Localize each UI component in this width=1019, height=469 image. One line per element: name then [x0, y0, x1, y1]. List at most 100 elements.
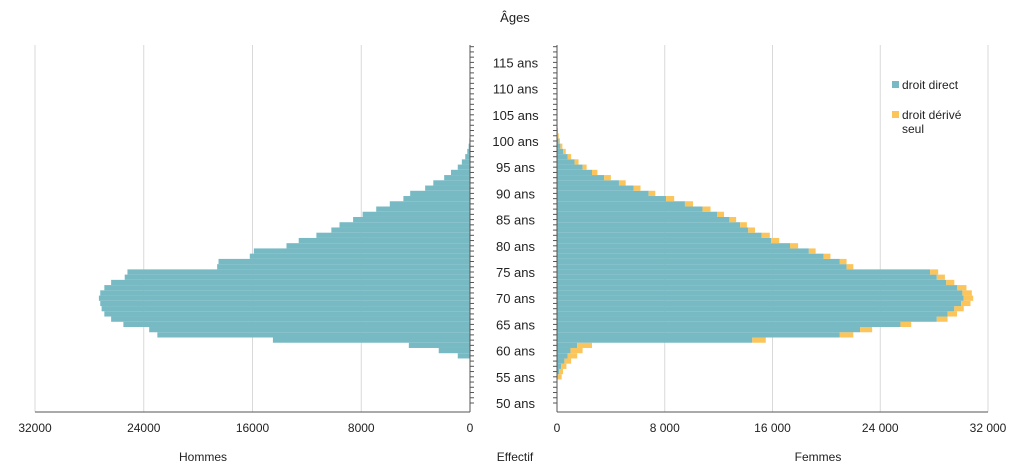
- bar-women-direct-72: [557, 285, 958, 291]
- bar-women-derived-98: [563, 148, 566, 155]
- age-tick-label-85: 85 ans: [496, 213, 536, 228]
- bar-men-direct-71: [100, 290, 470, 296]
- bar-women-direct-97: [557, 154, 568, 160]
- bar-women-direct-70: [557, 295, 964, 301]
- bar-women-derived-85: [729, 216, 737, 223]
- bar-women-direct-76: [557, 264, 847, 270]
- x-axis-label: Effectif: [497, 450, 534, 464]
- bar-women-direct-89: [557, 196, 667, 202]
- bar-women-direct-64: [557, 327, 861, 333]
- left-tick-label-3: 8000: [348, 421, 375, 435]
- bar-women-derived-65: [900, 321, 912, 328]
- bar-women-derived-61: [577, 342, 593, 348]
- bar-women-direct-57: [557, 363, 562, 369]
- bar-men-direct-59: [457, 353, 470, 359]
- bar-men-direct-82: [316, 232, 470, 238]
- bar-women-derived-64: [860, 327, 873, 333]
- bar-women-direct-100: [557, 138, 559, 144]
- bar-men-direct-90: [410, 190, 470, 197]
- bar-men-direct-95: [457, 164, 470, 170]
- age-tick-label-80: 80 ans: [496, 239, 536, 254]
- age-tick-label-75: 75 ans: [496, 265, 536, 280]
- bar-women-direct-79: [557, 248, 809, 254]
- bar-women-direct-90: [557, 190, 649, 197]
- bar-women-direct-67: [557, 311, 948, 317]
- bar-men-direct-73: [111, 279, 470, 286]
- legend-label-direct: droit direct: [902, 78, 959, 92]
- bar-men-direct-68: [101, 306, 470, 312]
- bar-women-derived-84: [740, 222, 747, 228]
- bar-women-direct-93: [557, 175, 605, 181]
- bar-women-direct-87: [557, 206, 703, 212]
- bar-women-derived-63: [839, 332, 854, 338]
- bar-women-direct-71: [557, 290, 963, 296]
- bar-men-direct-89: [403, 196, 470, 202]
- bar-women-derived-83: [748, 227, 755, 233]
- chart-title: Âges: [500, 10, 530, 25]
- bar-women-derived-100: [558, 138, 560, 144]
- right-side-label: Femmes: [795, 450, 842, 464]
- age-tick-label-95: 95 ans: [496, 160, 536, 175]
- bar-women-derived-72: [957, 285, 967, 291]
- bar-women-direct-56: [557, 368, 560, 375]
- bar-men-direct-87: [376, 206, 470, 212]
- bar-men-direct-94: [450, 169, 470, 176]
- bar-men-direct-79: [253, 248, 470, 254]
- bar-men-direct-98: [467, 148, 470, 155]
- bar-men-direct-76: [217, 264, 470, 270]
- bar-women-direct-98: [557, 148, 564, 155]
- bar-women-derived-95: [582, 164, 587, 170]
- right-tick-label-0: 0: [554, 421, 561, 435]
- axes: 50 ans 55 ans 60 ans 65 ans 70 ans 75 ans 80 a…: [18, 45, 1007, 435]
- bar-men-direct-66: [111, 316, 470, 322]
- bar-women-direct-75: [557, 269, 931, 275]
- legend: droit direct droit dérivé seul: [892, 78, 984, 152]
- bar-women-direct-88: [557, 201, 685, 207]
- bar-women-direct-66: [557, 316, 937, 322]
- right-tick-label-4: 32 000: [970, 421, 1007, 435]
- bar-women-direct-84: [557, 222, 741, 228]
- bar-women-derived-99: [560, 143, 563, 149]
- bar-women-direct-96: [557, 159, 575, 165]
- bar-women-derived-56: [559, 368, 564, 375]
- legend-item-direct: droit direct: [892, 78, 984, 92]
- bar-men-direct-83: [331, 227, 470, 233]
- bar-women-derived-55: [557, 374, 562, 380]
- left-side-label: Hommes: [179, 450, 227, 464]
- age-tick-label-105: 105 ans: [492, 108, 539, 123]
- age-tick-label-110: 110 ans: [493, 82, 539, 97]
- bar-women-direct-63: [557, 332, 840, 338]
- bar-men-direct-77: [218, 258, 470, 265]
- bar-women-direct-73: [557, 279, 947, 286]
- bar-women-direct-58: [557, 358, 565, 364]
- bar-women-derived-71: [962, 290, 972, 296]
- legend-swatch-derived: [892, 111, 899, 118]
- bar-women-derived-69: [961, 300, 971, 307]
- bar-men-direct-75: [127, 269, 470, 275]
- bar-women-derived-92: [618, 180, 626, 186]
- bar-women-derived-102: [557, 127, 558, 134]
- bar-men-direct-72: [104, 285, 470, 291]
- bar-women-derived-101: [557, 133, 559, 139]
- bar-men-direct-81: [298, 237, 470, 244]
- left-tick-label-1: 24000: [127, 421, 161, 435]
- bar-women-derived-68: [954, 306, 964, 312]
- bar-women-derived-77: [839, 258, 847, 265]
- bar-men-direct-92: [433, 180, 470, 186]
- bar-women-direct-86: [557, 211, 718, 217]
- bar-women-derived-78: [823, 253, 831, 259]
- legend-swatch-direct: [892, 81, 899, 88]
- right-tick-label-3: 24 000: [862, 421, 899, 435]
- bar-women-direct-99: [557, 143, 561, 149]
- bar-women-direct-80: [557, 243, 791, 249]
- bar-men-direct-60: [438, 347, 470, 354]
- bar-men-direct-61: [408, 342, 470, 348]
- bar-men-direct-63: [157, 332, 470, 338]
- bar-men-direct-67: [104, 311, 470, 317]
- bar-women-derived-93: [604, 175, 611, 181]
- bar-men-direct-88: [389, 201, 470, 207]
- bar-women-derived-88: [684, 201, 694, 207]
- bar-men-direct-96: [461, 159, 470, 165]
- bar-women-derived-94: [592, 169, 598, 176]
